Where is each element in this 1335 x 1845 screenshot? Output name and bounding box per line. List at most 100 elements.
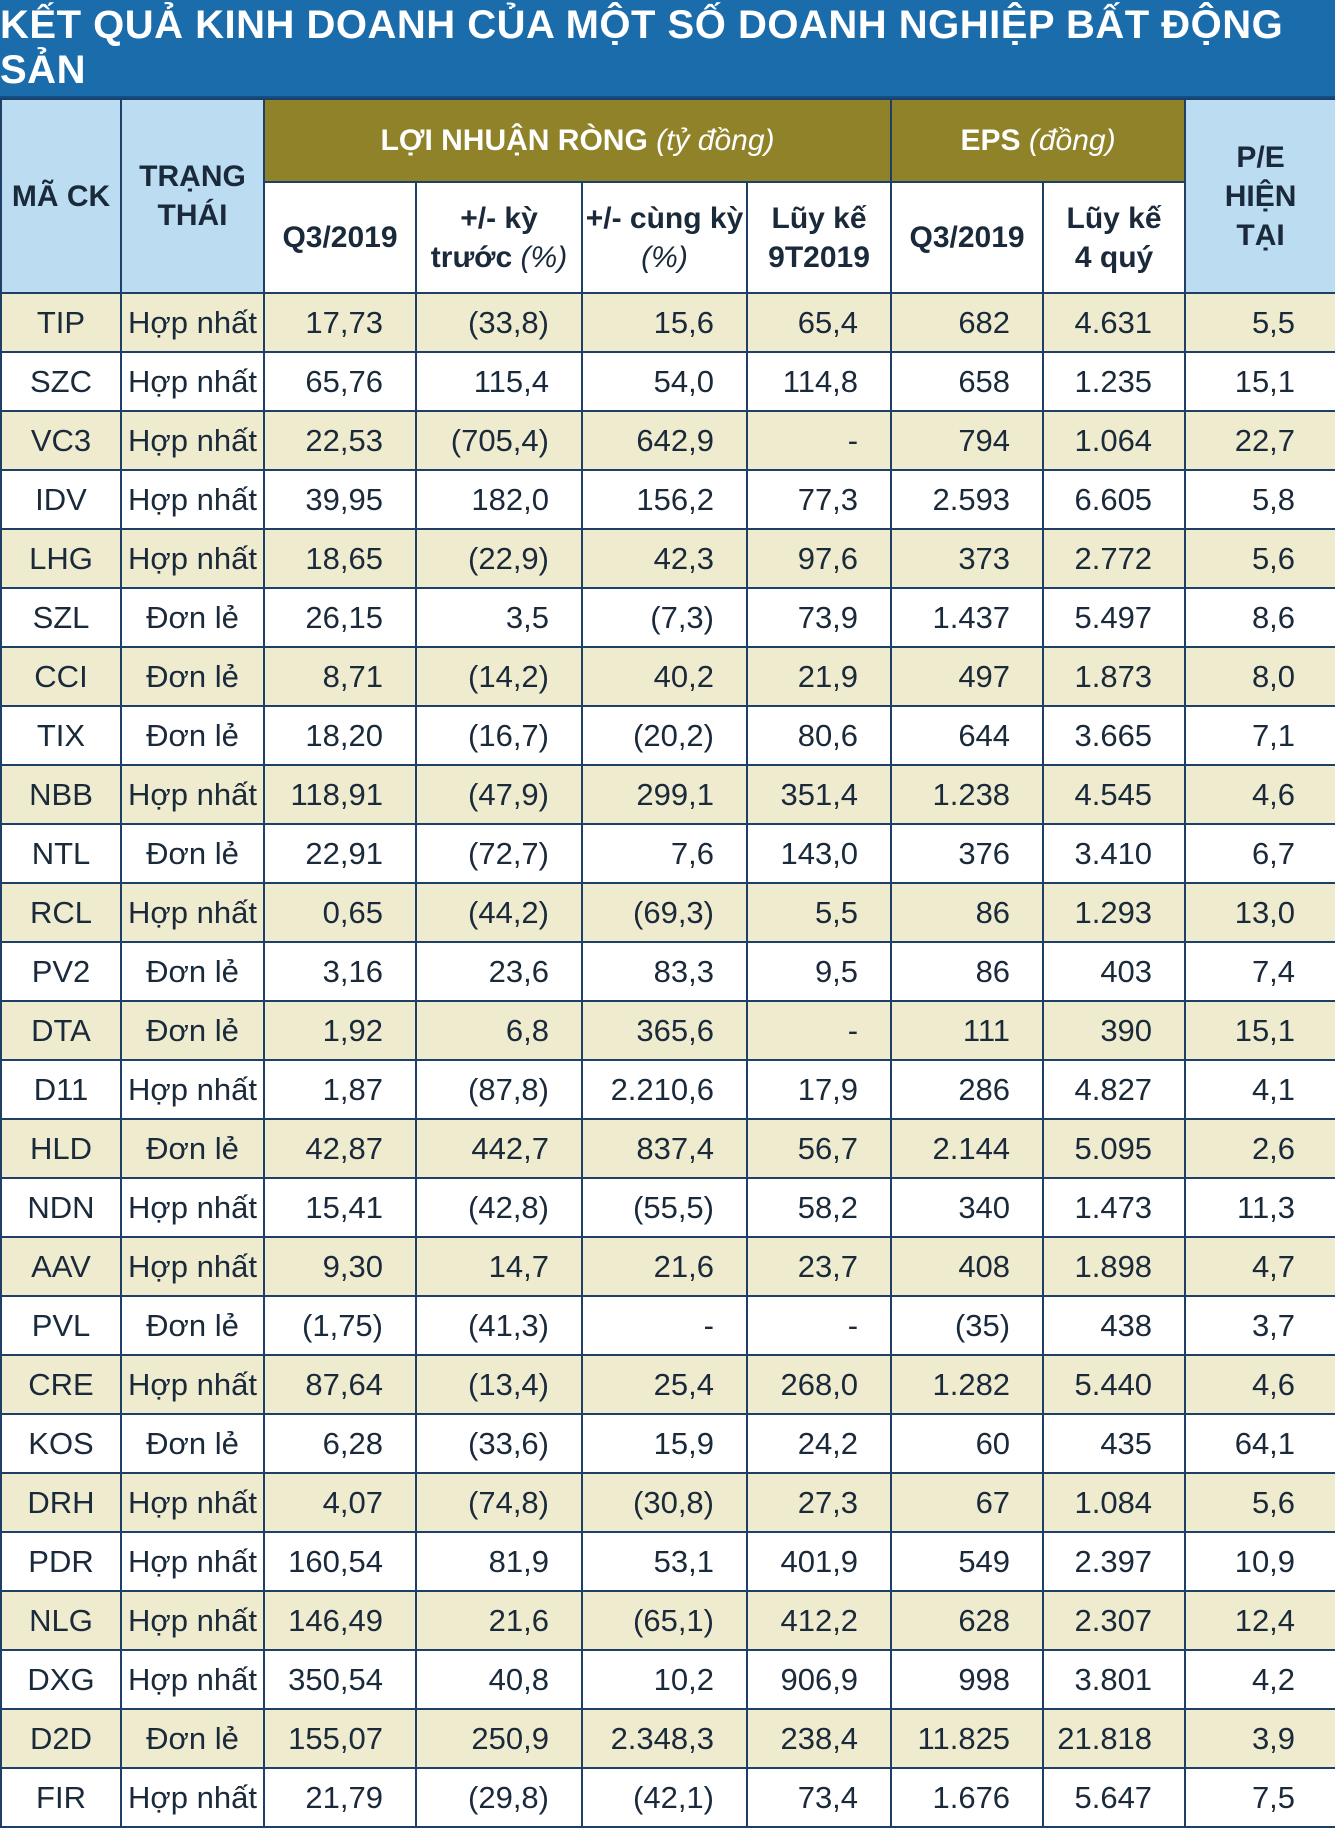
cell-pe: 4,6: [1184, 1354, 1335, 1415]
cell-profit-q3: 18,65: [263, 528, 417, 589]
cell-eps-q3: 2.593: [890, 469, 1045, 530]
header-eps-label: EPS: [960, 124, 1021, 157]
page-title: KẾT QUẢ KINH DOANH CỦA MỘT SỐ DOANH NGHI…: [0, 0, 1335, 98]
cell-yoy-change: 642,9: [581, 410, 748, 471]
cell-pe: 4,6: [1184, 764, 1335, 825]
cell-profit-q3: 146,49: [263, 1590, 417, 1651]
cell-code: SZL: [0, 587, 122, 648]
table-row: PDR Hợp nhất 160,54 81,9 53,1 401,9 549 2.397 10…: [0, 1531, 1335, 1592]
cell-accum-9t: 97,6: [745, 528, 893, 589]
cell-yoy-change: 15,9: [581, 1413, 748, 1474]
cell-profit-q3: 3,16: [263, 941, 417, 1002]
cell-accum-9t: 21,9: [745, 646, 893, 707]
header-profit-unit: (tỷ đồng): [656, 124, 775, 157]
cell-eps-q3: 998: [890, 1649, 1045, 1710]
cell-eps-q3: 1.676: [890, 1767, 1045, 1828]
cell-prev-change: (41,3): [415, 1295, 583, 1356]
cell-profit-q3: 22,53: [263, 410, 417, 471]
cell-code: D2D: [0, 1708, 122, 1769]
header-prev-change-unit: (%): [520, 240, 568, 274]
cell-pe: 12,4: [1184, 1590, 1335, 1651]
header-code: MÃ CK: [0, 98, 122, 294]
table-row: D11 Hợp nhất 1,87 (87,8) 2.210,6 17,9 286 4.827…: [0, 1059, 1335, 1120]
cell-eps-q3: 1.238: [890, 764, 1045, 825]
cell-accum-9t: 23,7: [745, 1236, 893, 1297]
cell-yoy-change: 156,2: [581, 469, 748, 530]
cell-code: NTL: [0, 823, 122, 884]
cell-eps-q3: 497: [890, 646, 1045, 707]
cell-prev-change: 23,6: [415, 941, 583, 1002]
cell-yoy-change: 54,0: [581, 351, 748, 412]
table-row: CRE Hợp nhất 87,64 (13,4) 25,4 268,0 1.282 5.44…: [0, 1354, 1335, 1415]
cell-prev-change: (33,8): [415, 292, 583, 353]
cell-accum-9t: 401,9: [745, 1531, 893, 1592]
cell-pe: 7,1: [1184, 705, 1335, 766]
table-row: LHG Hợp nhất 18,65 (22,9) 42,3 97,6 373 2.772 5,…: [0, 528, 1335, 589]
cell-pe: 4,1: [1184, 1059, 1335, 1120]
cell-status: Hợp nhất: [120, 469, 265, 530]
cell-yoy-change: -: [581, 1295, 748, 1356]
table-row: TIX Đơn lẻ 18,20 (16,7) (20,2) 80,6 644 3.665 7,…: [0, 705, 1335, 766]
cell-status: Đơn lẻ: [120, 1295, 265, 1356]
cell-pe: 5,8: [1184, 469, 1335, 530]
cell-eps-4q: 4.631: [1042, 292, 1187, 353]
cell-eps-q3: 2.144: [890, 1118, 1045, 1179]
cell-prev-change: 14,7: [415, 1236, 583, 1297]
cell-prev-change: (33,6): [415, 1413, 583, 1474]
table-row: DRH Hợp nhất 4,07 (74,8) (30,8) 27,3 67 1.084 5,…: [0, 1472, 1335, 1533]
cell-accum-9t: 114,8: [745, 351, 893, 412]
header-profit-q3: Q3/2019: [263, 181, 417, 294]
cell-prev-change: (74,8): [415, 1472, 583, 1533]
header-eps-group: EPS (đồng): [890, 98, 1187, 183]
cell-eps-4q: 2.397: [1042, 1531, 1187, 1592]
cell-eps-q3: (35): [890, 1295, 1045, 1356]
table-body: TIP Hợp nhất 17,73 (33,8) 15,6 65,4 682 4.631 5,…: [0, 292, 1335, 1828]
cell-prev-change: (29,8): [415, 1767, 583, 1828]
cell-pe: 22,7: [1184, 410, 1335, 471]
cell-pe: 3,7: [1184, 1295, 1335, 1356]
cell-code: DTA: [0, 1000, 122, 1061]
cell-status: Hợp nhất: [120, 1531, 265, 1592]
cell-code: DXG: [0, 1649, 122, 1710]
cell-status: Đơn lẻ: [120, 587, 265, 648]
cell-prev-change: (16,7): [415, 705, 583, 766]
cell-profit-q3: 42,87: [263, 1118, 417, 1179]
cell-code: VC3: [0, 410, 122, 471]
table-row: FIR Hợp nhất 21,79 (29,8) (42,1) 73,4 1.676 5.6…: [0, 1767, 1335, 1828]
header-prev-change-label: +/- kỳ trước: [430, 201, 538, 274]
cell-code: DRH: [0, 1472, 122, 1533]
cell-yoy-change: 7,6: [581, 823, 748, 884]
cell-pe: 4,7: [1184, 1236, 1335, 1297]
cell-profit-q3: 1,87: [263, 1059, 417, 1120]
cell-code: FIR: [0, 1767, 122, 1828]
cell-status: Hợp nhất: [120, 1590, 265, 1651]
cell-code: PV2: [0, 941, 122, 1002]
table-row: CCI Đơn lẻ 8,71 (14,2) 40,2 21,9 497 1.873 8,0: [0, 646, 1335, 707]
cell-yoy-change: 25,4: [581, 1354, 748, 1415]
cell-pe: 6,7: [1184, 823, 1335, 884]
cell-prev-change: 6,8: [415, 1000, 583, 1061]
cell-accum-9t: 9,5: [745, 941, 893, 1002]
cell-code: NLG: [0, 1590, 122, 1651]
cell-code: D11: [0, 1059, 122, 1120]
cell-eps-q3: 11.825: [890, 1708, 1045, 1769]
cell-yoy-change: 40,2: [581, 646, 748, 707]
cell-yoy-change: (20,2): [581, 705, 748, 766]
cell-eps-4q: 4.827: [1042, 1059, 1187, 1120]
cell-accum-9t: 412,2: [745, 1590, 893, 1651]
cell-prev-change: (705,4): [415, 410, 583, 471]
cell-code: NBB: [0, 764, 122, 825]
cell-profit-q3: 87,64: [263, 1354, 417, 1415]
cell-eps-q3: 340: [890, 1177, 1045, 1238]
cell-prev-change: 442,7: [415, 1118, 583, 1179]
cell-profit-q3: 0,65: [263, 882, 417, 943]
cell-profit-q3: 18,20: [263, 705, 417, 766]
cell-code: TIX: [0, 705, 122, 766]
cell-status: Hợp nhất: [120, 292, 265, 353]
cell-accum-9t: 65,4: [745, 292, 893, 353]
results-table: MÃ CK TRẠNG THÁI LỢI NHUẬN RÒNG (tỷ đồng…: [0, 98, 1335, 1828]
cell-code: KOS: [0, 1413, 122, 1474]
cell-accum-9t: 73,9: [745, 587, 893, 648]
cell-code: LHG: [0, 528, 122, 589]
cell-accum-9t: 238,4: [745, 1708, 893, 1769]
